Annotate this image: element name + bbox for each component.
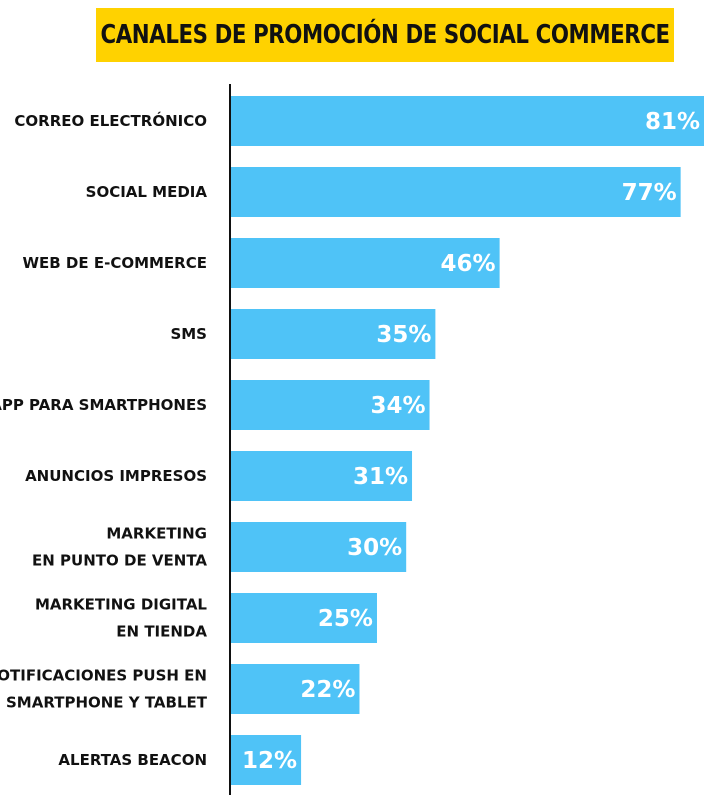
bar-row: 31% ANUNCIOS IMPRESOS: [25, 451, 413, 501]
bar-row: 77% SOCIAL MEDIA: [86, 167, 681, 217]
bar: [231, 96, 704, 146]
category-label: EN PUNTO DE VENTA: [32, 552, 207, 570]
category-label: ALERTAS BEACON: [58, 751, 207, 769]
bar: [231, 167, 681, 217]
bar: [231, 238, 500, 288]
bar: [231, 664, 360, 714]
bar-value-label: 22%: [300, 677, 355, 703]
bar: [231, 593, 377, 643]
bar-value-label: 77%: [622, 180, 677, 206]
bar-value-label: 30%: [347, 535, 402, 561]
category-label: EN TIENDA: [116, 623, 207, 641]
bar-value-label: 31%: [353, 464, 408, 490]
bar-row: 12% ALERTAS BEACON: [58, 735, 302, 785]
bar: [231, 735, 302, 785]
category-label: SMS: [170, 325, 207, 343]
category-label: CORREO ELECTRÓNICO: [14, 111, 207, 130]
category-label: MARKETING DIGITAL: [35, 596, 207, 614]
bar-value-label: 35%: [376, 322, 431, 348]
bar: [231, 451, 413, 501]
bar: [231, 522, 407, 572]
bar-row: 25% MARKETING DIGITAL EN TIENDA: [35, 593, 377, 643]
category-label: ANUNCIOS IMPRESOS: [25, 467, 207, 485]
chart-title: CANALES DE PROMOCIÓN DE SOCIAL COMMERCE: [100, 20, 670, 50]
category-label: NOTIFICACIONES PUSH EN: [0, 667, 207, 685]
bar-value-label: 34%: [370, 393, 425, 419]
bar: [231, 309, 436, 359]
category-label: APP PARA SMARTPHONES: [0, 396, 207, 414]
category-label: MARKETING: [106, 525, 207, 543]
bar-value-label: 81%: [645, 109, 700, 135]
bar-row: 22% NOTIFICACIONES PUSH EN SMARTPHONE Y TA…: [0, 664, 360, 714]
category-label: SMARTPHONE Y TABLET: [6, 694, 208, 712]
bar-row: 34% APP PARA SMARTPHONES: [0, 380, 430, 430]
bar-value-label: 25%: [318, 606, 373, 632]
bar-row: 35% SMS: [170, 309, 436, 359]
bar-value-label: 12%: [242, 748, 297, 774]
bar-value-label: 46%: [441, 251, 496, 277]
bar-row: 81% CORREO ELECTRÓNICO: [14, 96, 704, 146]
bar-row: 46% WEB DE E-COMMERCE: [22, 238, 500, 288]
category-label: WEB DE E-COMMERCE: [22, 254, 207, 272]
category-label: SOCIAL MEDIA: [86, 183, 208, 201]
bar: [231, 380, 430, 430]
bar-row: 30% MARKETING EN PUNTO DE VENTA: [32, 522, 407, 572]
chart-title-banner: CANALES DE PROMOCIÓN DE SOCIAL COMMERCE: [96, 8, 674, 62]
